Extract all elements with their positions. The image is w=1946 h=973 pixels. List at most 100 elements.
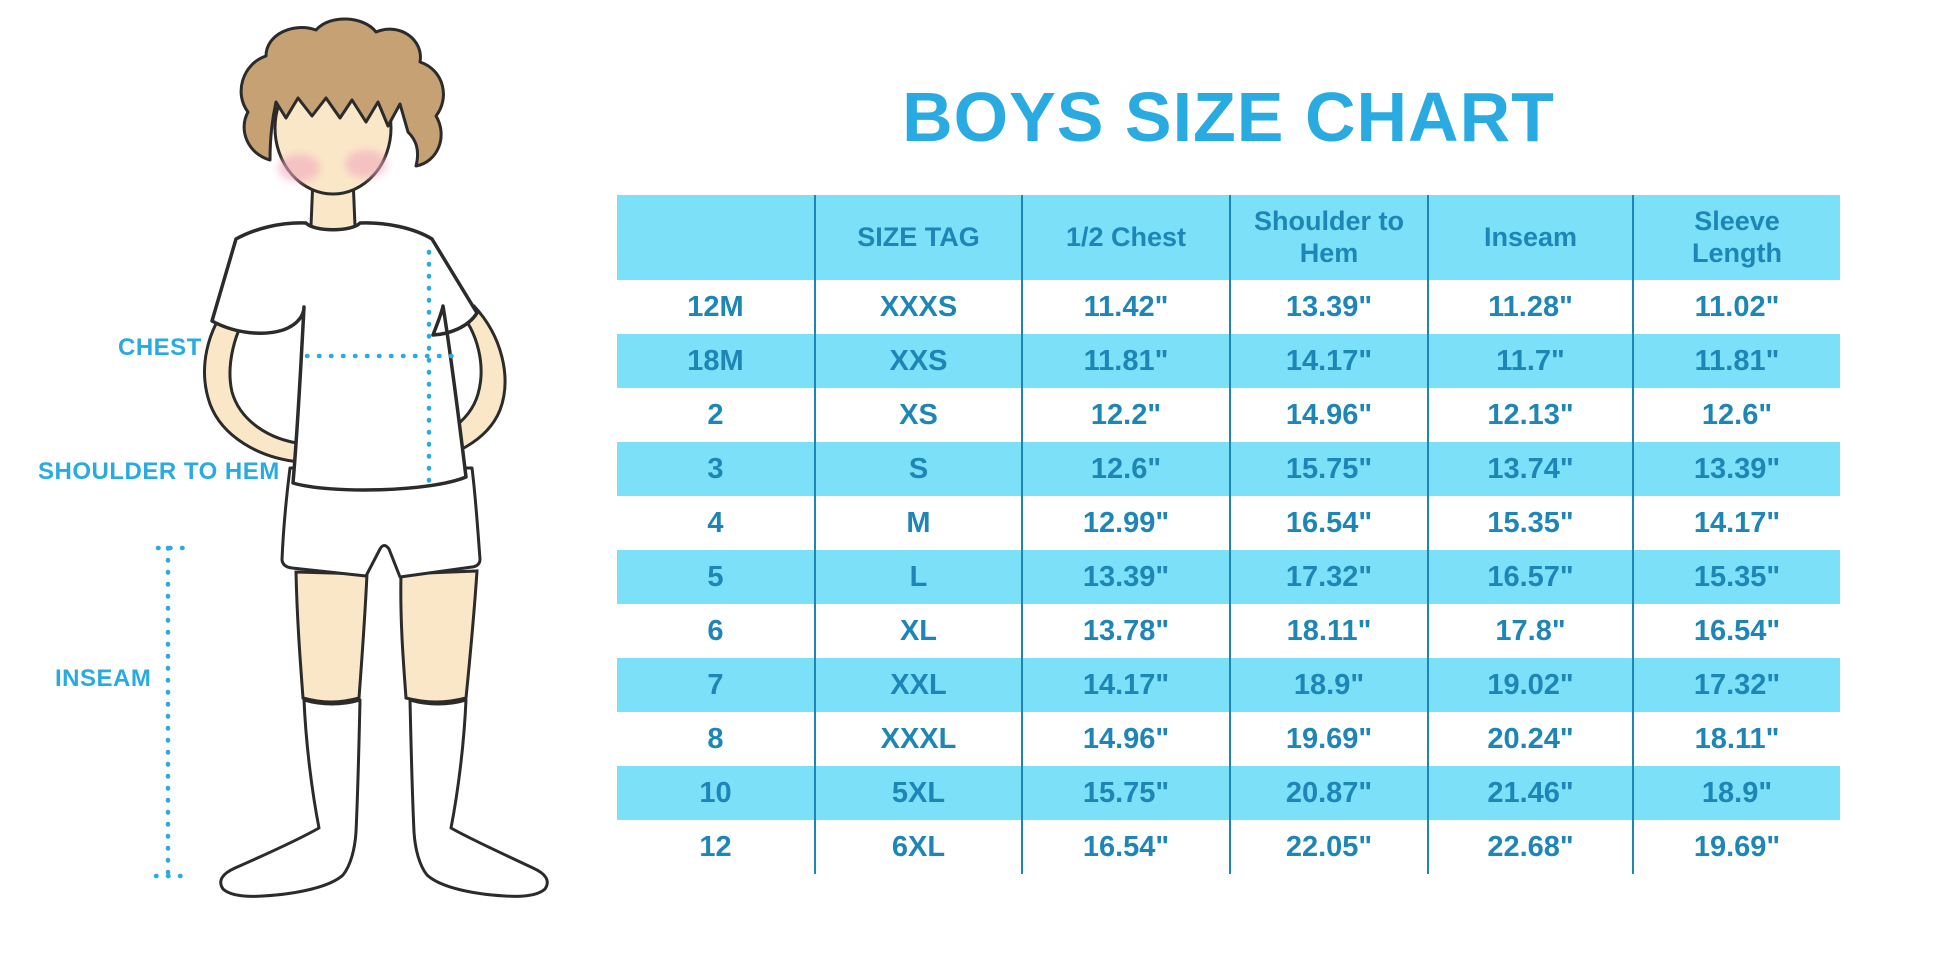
table-cell: 19.69" [1632, 820, 1840, 874]
table-row: 6 XL 13.78" 18.11" 17.8" 16.54" [617, 604, 1840, 658]
column-header: Sleeve Length [1632, 195, 1840, 280]
column-header: Shoulder to Hem [1229, 195, 1428, 280]
table-cell: 12M [687, 290, 744, 323]
table-cell: 16.54" [1021, 820, 1230, 874]
table-cell: 15.75" [1229, 442, 1428, 496]
table-row: 5 L 13.39" 17.32" 16.57" 15.35" [617, 550, 1840, 604]
table-cell: S [814, 442, 1022, 496]
table-cell: 12.2" [1021, 388, 1230, 442]
boy-right-sock [408, 698, 549, 898]
table-row: 18M XXS 11.81" 14.17" 11.7" 11.81" [617, 334, 1840, 388]
table-cell: 12.13" [1427, 388, 1633, 442]
table-cell: 20.24" [1427, 712, 1633, 766]
table-cell: 15.35" [1632, 550, 1840, 604]
chest-label: CHEST [118, 334, 202, 361]
table-row: 10 5XL 15.75" 20.87" 21.46" 18.9" [617, 766, 1840, 820]
table-cell: 13.39" [1021, 550, 1230, 604]
table-cell: 21.46" [1427, 766, 1633, 820]
table-cell: 8 [707, 722, 724, 755]
table-row: 3 S 12.6" 15.75" 13.74" 13.39" [617, 442, 1840, 496]
table-cell: 14.96" [1229, 388, 1428, 442]
table-cell: 13.78" [1021, 604, 1230, 658]
table-cell: XXS [814, 334, 1022, 388]
table-cell: 11.02" [1632, 280, 1840, 334]
table-row: 2 XS 12.2" 14.96" 12.13" 12.6" [617, 388, 1840, 442]
table-cell: 11.7" [1427, 334, 1633, 388]
column-header [617, 195, 815, 280]
table-cell: 4 [707, 506, 724, 539]
table-cell: 16.57" [1427, 550, 1633, 604]
table-cell: 19.69" [1229, 712, 1428, 766]
table-cell: XXL [814, 658, 1022, 712]
table-cell: 14.17" [1632, 496, 1840, 550]
table-cell: L [814, 550, 1022, 604]
table-cell: 16.54" [1632, 604, 1840, 658]
boy-blush-left [278, 154, 320, 182]
table-row: 7 XXL 14.17" 18.9" 19.02" 17.32" [617, 658, 1840, 712]
table-cell: 12 [699, 830, 732, 863]
table-cell: 17.32" [1229, 550, 1428, 604]
table-cell: 18.11" [1229, 604, 1428, 658]
table-cell: 12.6" [1021, 442, 1230, 496]
table-cell: 13.74" [1427, 442, 1633, 496]
column-header: Inseam [1427, 195, 1633, 280]
table-cell: 22.05" [1229, 820, 1428, 874]
shoulder-to-hem-label: SHOULDER TO HEM [38, 458, 280, 485]
table-row: 12M XXXS 11.42" 13.39" 11.28" 11.02" [617, 280, 1840, 334]
table-cell: 18.11" [1632, 712, 1840, 766]
table-cell: 6 [707, 614, 724, 647]
table-cell: 7 [707, 668, 724, 701]
boy-left-sock [219, 698, 362, 898]
boy-hair [239, 17, 445, 168]
table-cell: 11.81" [1632, 334, 1840, 388]
table-cell: 20.87" [1229, 766, 1428, 820]
table-cell: 14.17" [1021, 658, 1230, 712]
table-cell: 13.39" [1632, 442, 1840, 496]
table-cell: 5XL [814, 766, 1022, 820]
table-cell: M [814, 496, 1022, 550]
column-header: SIZE TAG [814, 195, 1022, 280]
table-cell: 19.02" [1427, 658, 1633, 712]
table-cell: XS [814, 388, 1022, 442]
table-cell: 11.28" [1427, 280, 1633, 334]
table-cell: 15.75" [1021, 766, 1230, 820]
table-cell: 15.35" [1427, 496, 1633, 550]
table-cell: 11.81" [1021, 334, 1230, 388]
table-row: 8 XXXL 14.96" 19.69" 20.24" 18.11" [617, 712, 1840, 766]
table-cell: 14.96" [1021, 712, 1230, 766]
boy-shorts [280, 466, 482, 579]
table-cell: 18.9" [1229, 658, 1428, 712]
table-cell: 17.32" [1632, 658, 1840, 712]
inseam-dotted-line [153, 545, 195, 879]
table-cell: 16.54" [1229, 496, 1428, 550]
table-row: 12 6XL 16.54" 22.05" 22.68" 19.69" [617, 820, 1840, 874]
table-cell: XXXL [814, 712, 1022, 766]
boy-left-knee [294, 570, 369, 704]
table-cell: 6XL [814, 820, 1022, 874]
table-cell: 14.17" [1229, 334, 1428, 388]
table-cell: 3 [707, 452, 724, 485]
table-row: 4 M 12.99" 16.54" 15.35" 14.17" [617, 496, 1840, 550]
table-cell: XXXS [814, 280, 1022, 334]
table-cell: XL [814, 604, 1022, 658]
boy-illustration [153, 17, 549, 898]
table-cell: 2 [707, 398, 724, 431]
table-cell: 12.6" [1632, 388, 1840, 442]
table-cell: 5 [707, 560, 724, 593]
table-cell: 13.39" [1229, 280, 1428, 334]
table-cell: 18M [687, 344, 744, 377]
table-cell: 11.42" [1021, 280, 1230, 334]
table-cell: 22.68" [1427, 820, 1633, 874]
table-cell: 18.9" [1632, 766, 1840, 820]
boy-blush-right [345, 150, 387, 178]
size-table: SIZE TAG 1/2 Chest Shoulder to Hem Inseam Sl… [617, 195, 1840, 874]
header-row: SIZE TAG 1/2 Chest Shoulder to Hem Inseam Sl… [617, 195, 1840, 280]
boy-right-knee [399, 569, 479, 704]
table-cell: 10 [699, 776, 732, 809]
table-cell: 12.99" [1021, 496, 1230, 550]
table-cell: 17.8" [1427, 604, 1633, 658]
inseam-label: INSEAM [55, 665, 152, 692]
column-header: 1/2 Chest [1021, 195, 1230, 280]
page-title: BOYS SIZE CHART [902, 77, 1555, 156]
